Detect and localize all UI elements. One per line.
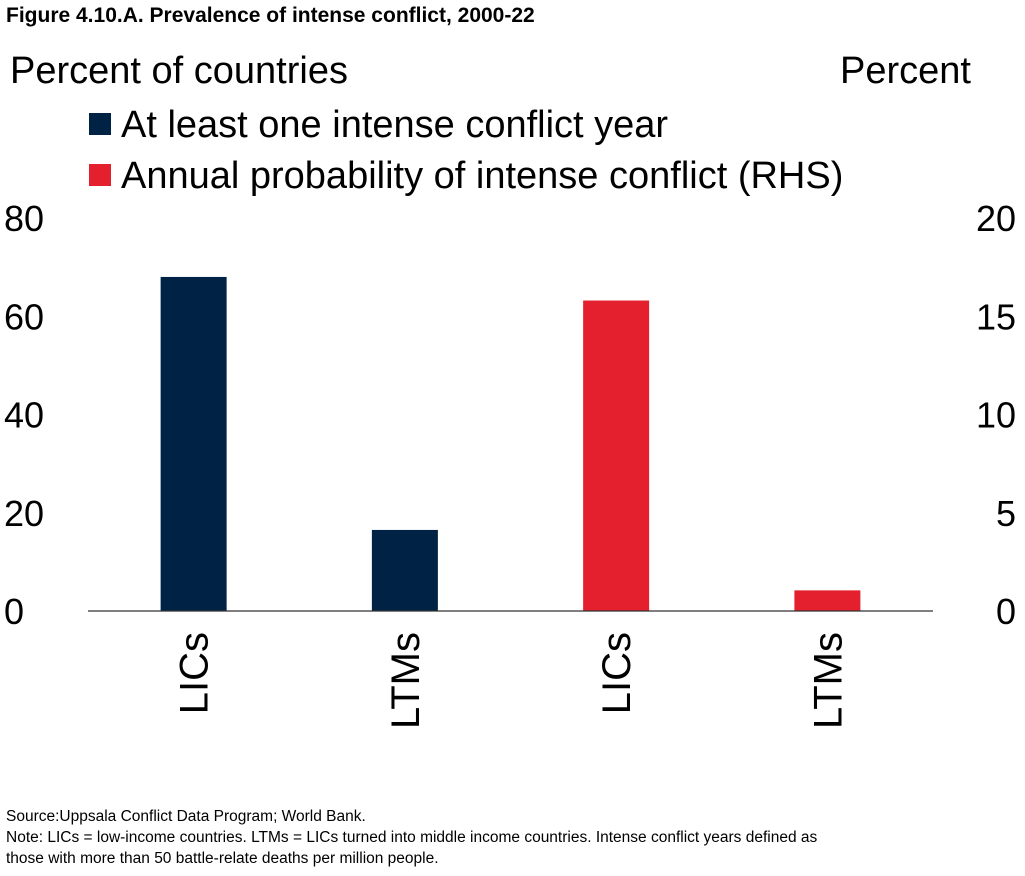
legend-label-conflict-year: At least one intense conflict year (121, 104, 668, 146)
bar-conflict-year-ltms (371, 529, 438, 611)
left-tick-label: 80 (4, 198, 44, 239)
right-tick-label: 0 (996, 591, 1016, 632)
category-labels: LICs LTMs LICs LTMs (173, 632, 851, 729)
category-label: LICs (595, 632, 639, 714)
category-label: LICs (173, 632, 217, 714)
right-tick-label: 10 (976, 395, 1016, 436)
left-tick-label: 40 (4, 395, 44, 436)
right-axis-title: Percent (840, 50, 971, 92)
note-line-2: those with more than 50 battle-relate de… (6, 850, 439, 867)
bar-conflict-year-lics (160, 276, 227, 611)
bar-annual-probability-lics (583, 300, 650, 611)
right-tick-label: 20 (976, 198, 1016, 239)
left-tick-label: 60 (4, 296, 44, 337)
right-axis-ticks: 0 5 10 15 20 (976, 198, 1016, 632)
left-tick-label: 0 (4, 591, 24, 632)
footnotes: Source:Uppsala Conflict Data Program; Wo… (6, 806, 1021, 869)
left-axis-title: Percent of countries (10, 50, 348, 92)
bars (160, 276, 861, 611)
category-label: LTMs (384, 632, 428, 729)
legend-swatch-navy (89, 113, 111, 135)
bar-chart: Percent of countries Percent At least on… (4, 50, 1016, 729)
right-tick-label: 5 (996, 493, 1016, 534)
left-axis-ticks: 0 20 40 60 80 (4, 198, 44, 632)
source-note: Source:Uppsala Conflict Data Program; Wo… (6, 808, 366, 825)
right-tick-label: 15 (976, 296, 1016, 337)
bar-annual-probability-ltms (794, 590, 861, 611)
legend-swatch-red (89, 164, 111, 186)
note-line-1: Note: LICs = low-income countries. LTMs … (6, 829, 818, 846)
legend-label-annual-probability: Annual probability of intense conflict (… (121, 155, 843, 197)
category-label: LTMs (806, 632, 850, 729)
left-tick-label: 20 (4, 493, 44, 534)
legend: At least one intense conflict year Annua… (89, 104, 843, 197)
figure-title: Figure 4.10.A. Prevalence of intense con… (6, 4, 535, 27)
